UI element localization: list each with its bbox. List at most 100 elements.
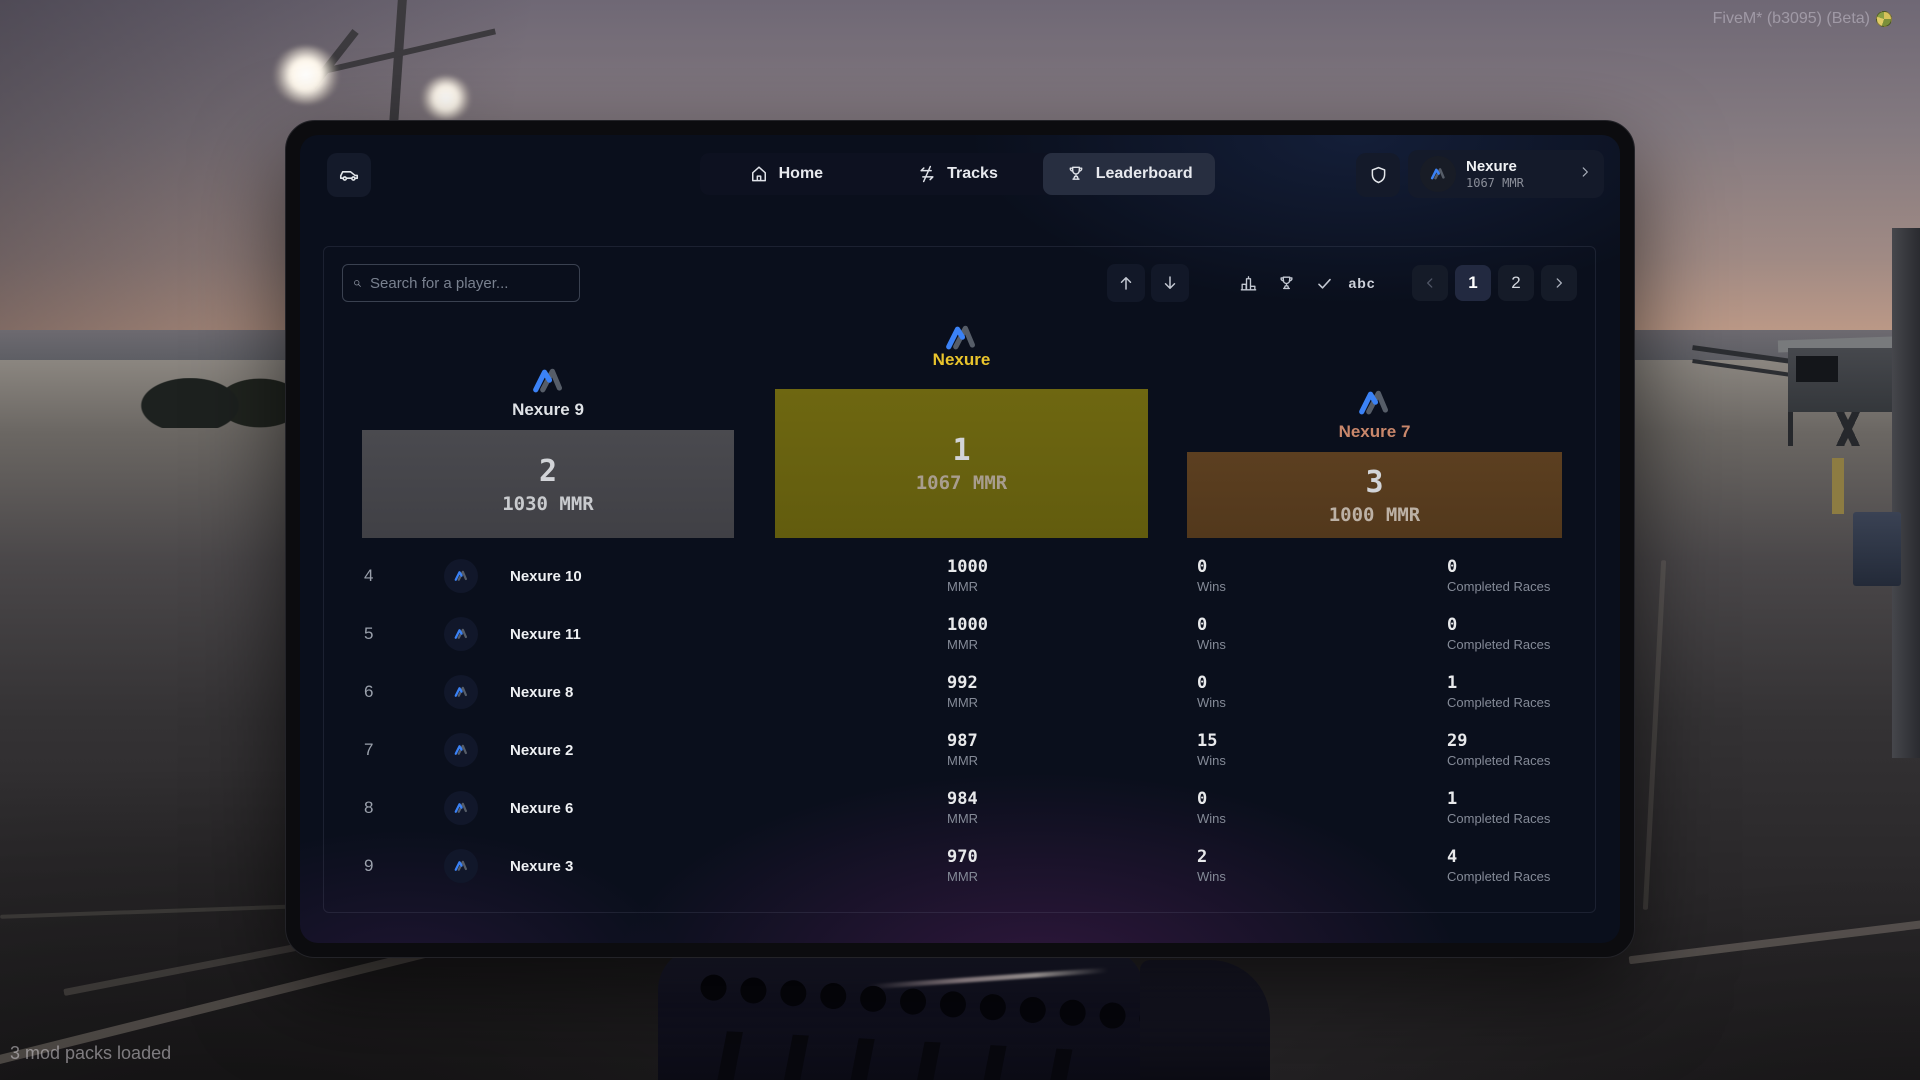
app-window-frame: Home Tracks Leaderboard [285,120,1635,958]
races-stat: 0 Completed Races [1447,556,1595,594]
prev-page-button[interactable] [1412,265,1448,301]
wins-stat: 15 Wins [1197,730,1447,769]
wins-stat: 2 Wins [1197,846,1447,885]
beta-emoji-icon [1876,11,1892,27]
leaderboard-row[interactable]: 8 Nexure 6 984 MMR 0 Wins 1 Completed Ra… [324,779,1595,837]
chevron-left-icon [1427,278,1433,288]
profile-mmr: 1067 MMR [1466,176,1524,190]
leaderboard-row[interactable]: 9 Nexure 3 970 MMR 2 Wins 4 Completed Ra… [324,837,1595,895]
vehicle-button[interactable] [327,153,371,197]
wins-value: 2 [1197,846,1208,867]
wins-value: 0 [1197,614,1208,635]
second-place-rank: 2 [538,453,558,489]
profile-info: Nexure 1067 MMR [1466,158,1524,190]
wins-label: Wins [1197,869,1226,885]
fivem-version-text: FiveM* (b3095) (Beta) [1712,10,1870,27]
nexure-logo-icon [452,683,470,701]
races-value: 1 [1447,788,1458,809]
app-header: Home Tracks Leaderboard [300,135,1620,215]
player-name: Nexure 2 [510,741,574,759]
wins-label: Wins [1197,579,1226,595]
profile-chip[interactable]: Nexure 1067 MMR [1408,150,1604,198]
player-search[interactable] [342,264,580,302]
nexure-logo-icon [452,567,470,585]
races-value: 0 [1447,556,1458,577]
car-fender [1140,960,1270,1080]
first-place-name: Nexure [932,350,991,369]
wins-stat: 0 Wins [1197,557,1447,595]
mmr-stat: 970 MMR [947,846,1197,885]
wins-value: 0 [1197,788,1208,809]
arrow-up-icon [1120,277,1132,290]
races-label: Completed Races [1447,695,1551,711]
tab-leaderboard-label: Leaderboard [1095,165,1193,182]
next-page-button[interactable] [1541,265,1577,301]
leaderboard-row[interactable]: 7 Nexure 2 987 MMR 15 Wins 29 Completed … [324,721,1595,779]
nexure-logo-icon [452,741,470,759]
mmr-label: MMR [947,811,979,827]
abc-label: abc [1348,275,1376,291]
wins-label: Wins [1197,637,1226,653]
first-place-rank: 1 [952,433,971,468]
wins-stat: 0 Wins [1197,614,1447,653]
mmr-stat: 992 MMR [947,673,1197,710]
admin-button[interactable] [1356,153,1400,197]
nexure-logo-icon [452,625,470,643]
races-label: Completed Races [1447,637,1551,653]
wins-label: Wins [1197,753,1226,769]
fivem-watermark: FiveM* (b3095) (Beta) [1713,10,1892,28]
second-place-name: Nexure 9 [512,400,584,419]
player-name: Nexure 10 [510,567,582,585]
sort-by-rank-button[interactable] [1229,264,1267,302]
page-button-2[interactable]: 2 [1498,265,1534,301]
leaderboard-row[interactable]: 5 Nexure 11 1000 MMR 0 Wins 0 Completed … [324,605,1595,663]
races-value: 29 [1447,730,1468,751]
leaderboard-rows: 4 Nexure 10 1000 MMR 0 Wins 0 Completed … [324,547,1595,895]
player-name: Nexure 8 [510,683,574,701]
player-avatar [444,617,478,651]
leaderboard-row[interactable]: 6 Nexure 8 992 MMR 0 Wins 1 Completed Ra… [324,663,1595,721]
trash-bin [1853,512,1901,586]
sort-descending-button[interactable] [1151,264,1189,302]
sort-alphabetical-button[interactable]: abc [1343,264,1381,302]
tab-leaderboard[interactable]: Leaderboard [1043,153,1216,195]
streetlight-glow-2 [420,76,472,120]
profile-avatar [1420,156,1456,192]
player-name: Nexure 6 [510,799,574,817]
player-avatar [444,849,478,883]
races-stat: 4 Completed Races [1447,846,1595,884]
rank-label: 9 [364,856,374,875]
mmr-label: MMR [947,869,979,885]
wins-value: 0 [1197,672,1208,693]
mmr-label: MMR [947,579,979,595]
first-place-mmr: 1067 MMR [915,472,1008,494]
wins-value: 15 [1197,730,1218,751]
second-place-mmr: 1030 MMR [502,492,594,515]
sort-by-wins-button[interactable] [1267,264,1305,302]
leaderboard-panel: abc 1 2 [323,246,1596,913]
races-label: Completed Races [1447,811,1551,827]
mmr-stat: 984 MMR [947,789,1197,827]
race-car-silhouette [658,948,1167,1080]
mmr-value: 970 [947,846,978,867]
tab-tracks[interactable]: Tracks [872,153,1044,195]
races-value: 4 [1447,846,1458,867]
search-input[interactable] [370,274,569,292]
sort-by-completed-button[interactable] [1305,264,1343,302]
tab-tracks-label: Tracks [947,165,998,182]
sort-ascending-button[interactable] [1107,264,1145,302]
races-value: 1 [1447,672,1458,693]
player-avatar [444,733,478,767]
player-avatar [444,675,478,709]
tab-home[interactable]: Home [700,153,872,195]
races-stat: 1 Completed Races [1447,672,1595,711]
home-icon [751,166,766,182]
lifeguard-hut-legs [1788,412,1908,446]
nexure-logo-icon [452,857,470,875]
wins-label: Wins [1197,811,1226,827]
mmr-stat: 1000 MMR [947,615,1197,652]
page-button-1[interactable]: 1 [1455,265,1491,301]
leaderboard-row[interactable]: 4 Nexure 10 1000 MMR 0 Wins 0 Completed … [324,547,1595,605]
nexure-logo-icon [452,799,470,817]
tracks-icon [920,165,934,183]
